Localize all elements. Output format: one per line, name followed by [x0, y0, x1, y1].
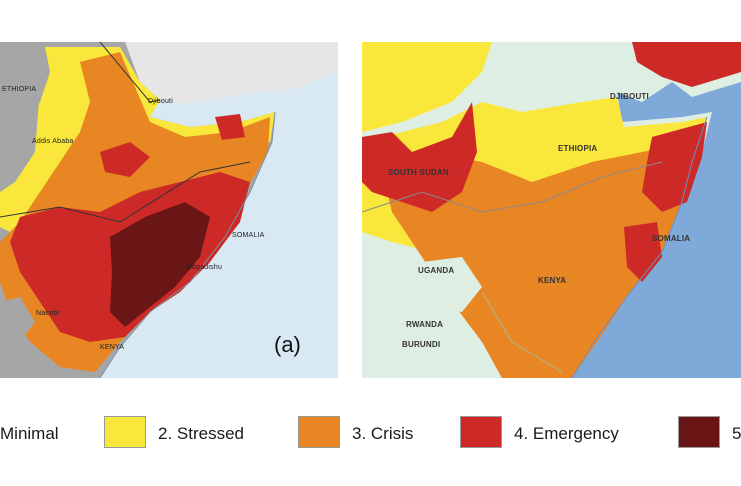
border-line-a2 [99, 42, 161, 103]
place-label: BURUNDI [402, 340, 441, 349]
place-label: SOMALIA [232, 232, 265, 239]
legend-swatch [678, 416, 720, 448]
emergency-sudan-b [362, 102, 477, 212]
legend-label: 2. Stressed [158, 424, 244, 443]
panel-label-a: (a) [274, 332, 301, 357]
emergency-patch-a2 [215, 114, 245, 140]
legend-swatch [298, 416, 340, 448]
place-label: DJIBOUTI [610, 92, 649, 101]
map-a-graphic [0, 42, 338, 378]
place-label: Addis Ababa [32, 138, 74, 145]
emergency-somalia-b [642, 122, 707, 212]
crisis-region-b [382, 142, 692, 378]
place-label: Mogadishu [186, 264, 223, 271]
legend-label: 5 [732, 424, 741, 443]
place-label: ETHIOPIA [558, 144, 598, 153]
border-line-a [0, 161, 251, 223]
border-line-b [362, 161, 663, 213]
no-data-patch-a [0, 82, 40, 192]
place-label: ETHIOPIA [2, 86, 37, 93]
legend-label: 3. Crisis [352, 424, 414, 443]
legend-swatch [104, 416, 146, 448]
legend-swatch [460, 416, 502, 448]
legend-label: 4. Emergency [514, 424, 619, 443]
map-panel-b: DJIBOUTI ETHIOPIA SOUTH SUDAN SOMALIA UG… [362, 42, 741, 378]
emergency-patch-a [100, 142, 150, 177]
arabia-land [120, 42, 338, 104]
emergency-somalia-south-b [624, 222, 662, 282]
place-label: KENYA [538, 276, 567, 285]
coastline-b [571, 116, 708, 378]
place-label: RWANDA [406, 320, 444, 329]
famine-region-a [110, 202, 210, 327]
place-label: UGANDA [418, 266, 455, 275]
no-data-patch-a2 [0, 297, 35, 342]
stressed-top-b [362, 42, 492, 132]
map-legend: Minimal 2. Stressed 3. Crisis 4. Emergen… [0, 414, 741, 454]
place-label: SOMALIA [652, 234, 691, 243]
minimal-rwanda-b [387, 312, 442, 372]
place-label: KENYA [100, 344, 125, 351]
minimal-uganda-b [422, 257, 482, 312]
map-b-graphic [362, 42, 741, 378]
map-panel-a: ETHIOPIA Djibouti Addis Ababa SOMALIA Mo… [0, 42, 338, 378]
place-label: Djibouti [148, 98, 173, 105]
place-label: Nairobi [36, 310, 60, 317]
coastline-a [99, 111, 276, 378]
legend-label: Minimal [0, 424, 59, 443]
border-line-b2 [481, 291, 563, 373]
emergency-yemen-b [632, 42, 741, 87]
place-label: SOUTH SUDAN [388, 168, 449, 177]
